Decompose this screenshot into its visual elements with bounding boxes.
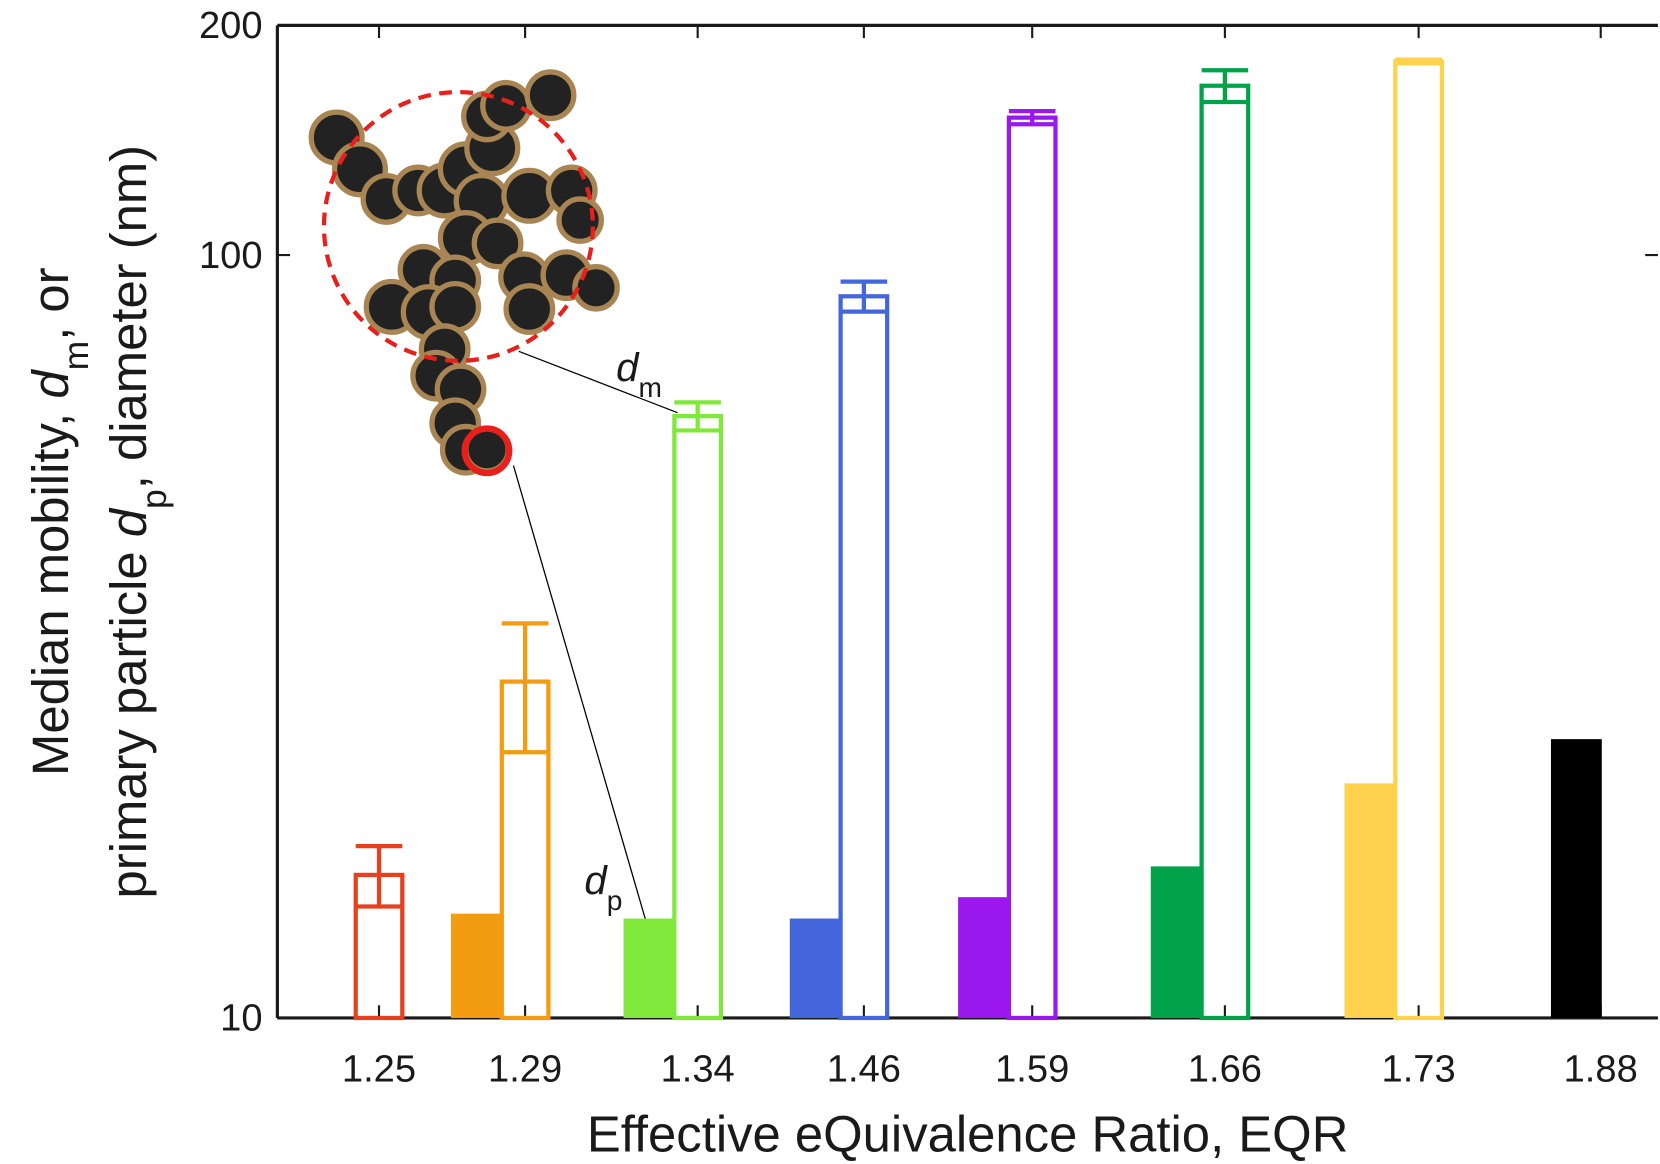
text-part: d <box>100 507 157 537</box>
bar <box>841 296 888 1018</box>
error-bar <box>502 623 549 752</box>
error-bar <box>1395 60 1442 64</box>
x-axis-label: Effective eQuivalence Ratio, EQR <box>587 1105 1349 1162</box>
x-tick-label: 1.29 <box>488 1048 562 1090</box>
text-part: , or <box>22 267 79 340</box>
x-tick-label: 1.25 <box>342 1048 416 1090</box>
text-part: d <box>22 369 79 399</box>
text-part: p <box>607 885 623 916</box>
bar <box>1551 739 1602 1018</box>
bar <box>1395 61 1442 1018</box>
bar <box>1202 86 1249 1018</box>
bar <box>1345 783 1396 1018</box>
y-tick-label: 100 <box>199 235 263 277</box>
rich-text: Median mobility, dm, or <box>22 267 96 776</box>
x-tick-label: 1.88 <box>1564 1048 1638 1090</box>
rich-text: primary particle dp, diameter (nm) <box>100 145 174 899</box>
y-tick-label: 10 <box>220 998 262 1040</box>
aggregate-illustration <box>311 72 677 921</box>
bar <box>1009 118 1056 1018</box>
x-tick-label: 1.46 <box>827 1048 901 1090</box>
page: {"chart_data": { "type": "bar", "log_y":… <box>0 0 1660 1164</box>
text-part: Median mobility, <box>22 399 79 776</box>
y-tick-label: 200 <box>199 5 263 47</box>
rich-text: dm <box>616 345 662 402</box>
text-part: primary particle <box>100 537 157 898</box>
bar <box>451 914 502 1018</box>
bar <box>1151 866 1202 1018</box>
bar <box>674 416 721 1018</box>
bar <box>624 919 675 1018</box>
x-tick-label: 1.73 <box>1382 1048 1456 1090</box>
text-part: d <box>584 858 608 903</box>
text-part: p <box>134 489 174 509</box>
chart: 10 100 200 1.25 1.29 1.34 1.46 1.59 1.66 1.73 1.88… <box>0 0 1660 1164</box>
text-part: , diameter (nm) <box>100 145 157 489</box>
text-part: d <box>616 345 640 390</box>
x-tick-label: 1.34 <box>661 1048 735 1090</box>
x-tick-label: 1.59 <box>995 1048 1069 1090</box>
bar <box>790 919 841 1018</box>
x-tick-label: 1.66 <box>1188 1048 1262 1090</box>
text-part: m <box>639 371 662 402</box>
rich-text: dp <box>584 858 622 915</box>
bar <box>958 897 1009 1018</box>
text-part: m <box>56 341 96 371</box>
